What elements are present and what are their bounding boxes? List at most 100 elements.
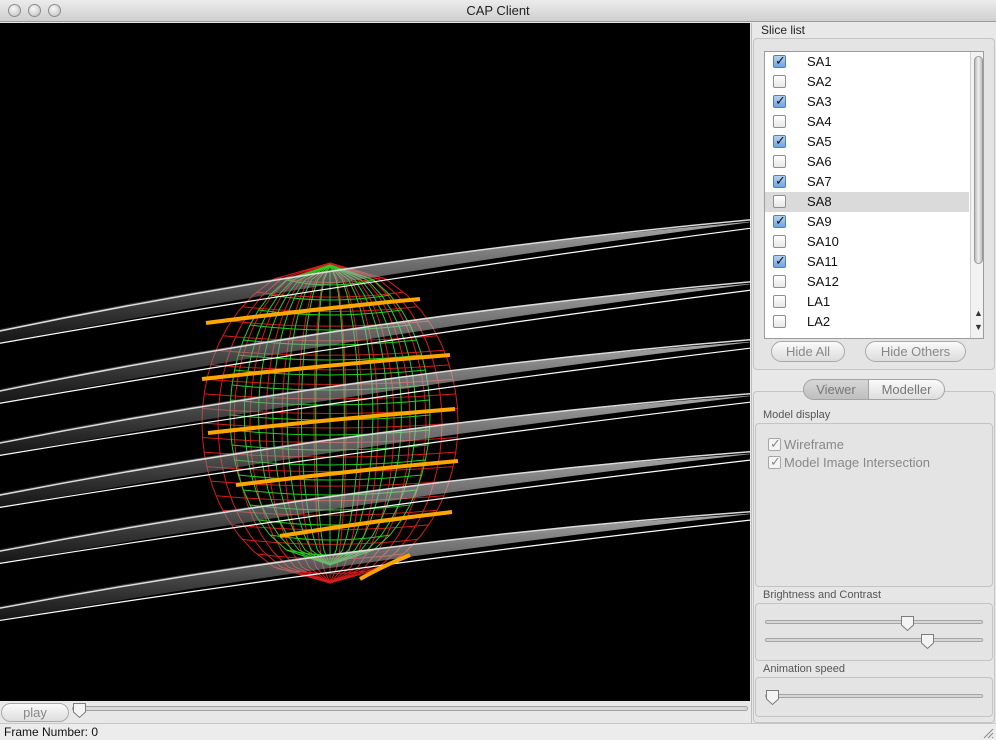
slice-row-sa12[interactable]: SA12	[765, 272, 969, 292]
image-slice-edge	[0, 339, 750, 444]
hide-others-button[interactable]: Hide Others	[865, 341, 966, 362]
check-icon: ✓	[775, 133, 786, 148]
slice-checkbox[interactable]	[773, 75, 786, 88]
check-icon: ✓	[775, 53, 786, 68]
outer-wireframe-longitude	[329, 262, 427, 584]
intersection-band	[205, 297, 421, 325]
wireframe-checkbox[interactable]: ✓	[768, 436, 781, 451]
check-icon: ✓	[775, 173, 786, 188]
frame-slider-track[interactable]	[72, 706, 748, 711]
slice-row-sa10[interactable]: SA10	[765, 232, 969, 252]
heart-model-scene[interactable]	[0, 23, 750, 701]
model-display-group	[755, 423, 993, 587]
scroll-up-arrow-icon[interactable]: ▲	[974, 308, 983, 318]
mode-tabs: Viewer Modeller	[803, 379, 945, 400]
check-icon: ✓	[775, 213, 786, 228]
outer-wireframe-longitude	[329, 262, 395, 584]
slice-row-la2[interactable]: LA2	[765, 312, 969, 332]
animation-speed-slider-thumb[interactable]	[765, 689, 780, 706]
slice-row-sa11[interactable]: ✓ SA11	[765, 252, 969, 272]
play-button[interactable]: play	[1, 703, 69, 722]
hide-all-button[interactable]: Hide All	[771, 341, 845, 362]
brightness-slider-thumb[interactable]	[900, 615, 915, 632]
slice-label: SA8	[807, 194, 832, 209]
title-bar[interactable]: CAP Client	[0, 0, 996, 22]
slice-row-sa1[interactable]: ✓ SA1	[765, 52, 969, 72]
slice-row-sa6[interactable]: SA6	[765, 152, 969, 172]
contrast-slider-track[interactable]	[765, 638, 983, 642]
contrast-slider-thumb[interactable]	[920, 633, 935, 650]
slice-checkbox[interactable]: ✓	[773, 253, 786, 268]
intersection-label: Model Image Intersection	[784, 455, 930, 470]
scroll-down-arrow-icon[interactable]: ▼	[974, 322, 983, 332]
check-icon: ✓	[770, 436, 781, 451]
slice-row-sa7[interactable]: ✓ SA7	[765, 172, 969, 192]
image-slice-edge	[0, 281, 750, 392]
slice-checkbox[interactable]	[773, 155, 786, 168]
resize-grip-icon[interactable]	[982, 727, 994, 739]
check-icon: ✓	[770, 454, 781, 469]
slice-checkbox[interactable]	[773, 275, 786, 288]
slice-checkbox[interactable]: ✓	[773, 53, 786, 68]
slice-label: SA10	[807, 234, 839, 249]
frame-number-label: Frame Number: 0	[4, 725, 99, 739]
slice-row-sa2[interactable]: SA2	[765, 72, 969, 92]
outer-wireframe-longitude	[265, 262, 331, 584]
slice-row-la1[interactable]: LA1	[765, 292, 969, 312]
animation-speed-slider-track[interactable]	[765, 694, 983, 698]
close-window-icon[interactable]	[8, 4, 21, 17]
slice-label: SA1	[807, 54, 832, 69]
slice-checkbox[interactable]	[773, 235, 786, 248]
intersection-band	[359, 553, 411, 581]
outer-wireframe-longitude	[329, 262, 363, 584]
slice-checkbox[interactable]	[773, 195, 786, 208]
image-slice-edge	[0, 451, 750, 552]
slice-list-scrollbar[interactable]: ▲ ▼	[970, 52, 983, 338]
intersection-checkbox[interactable]: ✓	[768, 454, 781, 469]
image-slice-edge	[0, 510, 750, 609]
slice-label: SA3	[807, 94, 832, 109]
slice-label: SA4	[807, 114, 832, 129]
slice-checkbox[interactable]	[773, 295, 786, 308]
slice-row-sa5[interactable]: ✓ SA5	[765, 132, 969, 152]
intersection-band	[201, 353, 451, 381]
tab-viewer[interactable]: Viewer	[803, 379, 869, 400]
slice-label: SA6	[807, 154, 832, 169]
intersection-band	[235, 459, 459, 487]
slice-list[interactable]: ✓ SA1 SA2 ✓ SA3 SA4 ✓ SA5 SA6 ✓ SA7 SA8 ✓ SA9 SA10 ✓ SA1…	[764, 51, 984, 339]
slice-row-sa4[interactable]: SA4	[765, 112, 969, 132]
image-slice-edge	[0, 227, 750, 344]
slice-checkbox[interactable]	[773, 315, 786, 328]
slice-label: SA11	[807, 254, 838, 269]
check-icon: ✓	[775, 253, 786, 268]
3d-viewport[interactable]	[0, 23, 750, 701]
slice-checkbox[interactable]: ✓	[773, 133, 786, 148]
slice-list-scroll-thumb[interactable]	[974, 56, 983, 264]
slice-label: SA9	[807, 214, 832, 229]
inner-wireframe-longitude	[329, 264, 360, 566]
outer-wireframe-longitude	[329, 262, 379, 584]
slice-row-sa9[interactable]: ✓ SA9	[765, 212, 969, 232]
minimize-window-icon[interactable]	[28, 4, 41, 17]
frame-slider-thumb[interactable]	[72, 702, 87, 719]
brightness-contrast-group	[755, 603, 993, 661]
inner-wireframe-longitude	[329, 264, 417, 566]
wireframe-label: Wireframe	[784, 437, 844, 452]
slice-row-sa3[interactable]: ✓ SA3	[765, 92, 969, 112]
playback-bar: play	[0, 701, 750, 723]
slice-checkbox[interactable]: ✓	[773, 93, 786, 108]
outer-wireframe-longitude	[329, 262, 347, 584]
status-bar: Frame Number: 0	[0, 723, 996, 740]
tab-modeller[interactable]: Modeller	[868, 379, 945, 400]
slice-checkbox[interactable]: ✓	[773, 213, 786, 228]
slice-row-sa8[interactable]: SA8	[765, 192, 969, 212]
image-slice-edge	[0, 347, 750, 456]
slice-checkbox[interactable]	[773, 115, 786, 128]
slice-checkbox[interactable]: ✓	[773, 173, 786, 188]
slice-label: SA5	[807, 134, 832, 149]
image-slice-edge	[0, 289, 750, 404]
inner-wireframe-longitude	[329, 264, 431, 566]
brightness-slider-track[interactable]	[765, 620, 983, 624]
zoom-window-icon[interactable]	[48, 4, 61, 17]
